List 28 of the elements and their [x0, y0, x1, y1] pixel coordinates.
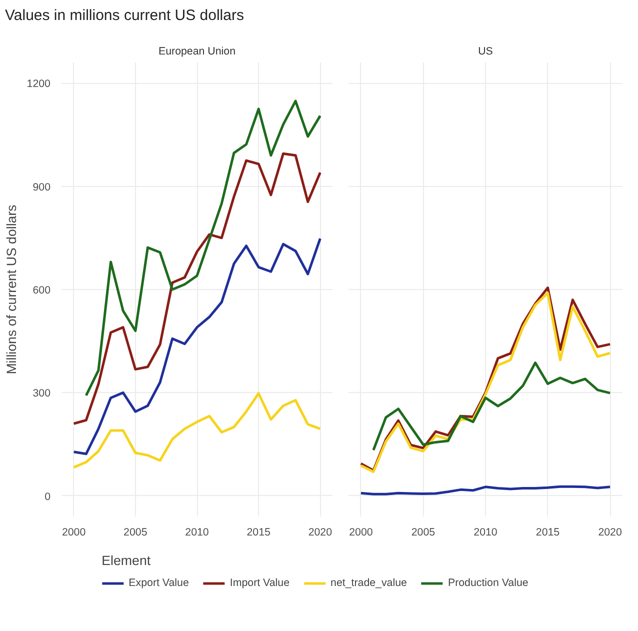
- chart-subtitle: European Union: [158, 46, 236, 58]
- legend-label: Import Value: [230, 577, 290, 589]
- legend-label: net_trade_value: [330, 577, 407, 589]
- y-tick-label: 900: [32, 181, 51, 194]
- x-tick-label: 2000: [62, 526, 86, 538]
- x-tick-label: 2005: [124, 526, 148, 538]
- line-series: [72, 152, 322, 425]
- x-tick-label: 2000: [349, 526, 373, 538]
- line-series: [72, 392, 322, 469]
- y-tick-label: 600: [32, 284, 51, 296]
- x-tick-label: 2020: [598, 526, 622, 538]
- line-series: [72, 237, 322, 456]
- line-series: [84, 100, 322, 397]
- chart-title: US: [478, 46, 493, 58]
- x-tick-label: 2015: [536, 526, 560, 538]
- legend-label: Production Value: [448, 577, 528, 589]
- legend-title: Element: [102, 553, 152, 568]
- legend-label: Export Value: [128, 577, 189, 589]
- y-tick-label: 1200: [26, 78, 51, 90]
- y-tick-label: 0: [44, 490, 51, 503]
- x-tick-label: 2010: [185, 526, 209, 538]
- x-tick-label: 2005: [411, 526, 436, 538]
- chart-title: Values in millions current US dollars: [5, 6, 244, 26]
- x-tick-label: 2020: [308, 526, 332, 538]
- x-tick-label: 2015: [246, 526, 271, 538]
- y-tick-label: 300: [32, 388, 51, 400]
- y-axis-title: Millions of current US dollars: [4, 204, 19, 374]
- x-tick-label: 2010: [474, 526, 498, 538]
